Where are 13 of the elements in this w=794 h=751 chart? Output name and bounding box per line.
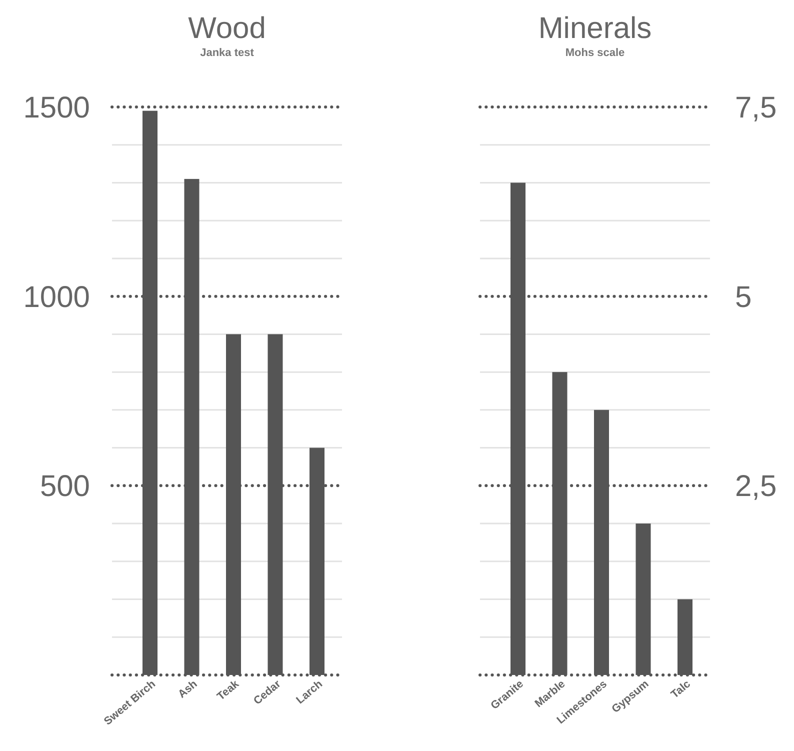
chart-subtitle: Janka test	[200, 47, 254, 59]
x-tick-label: Ash	[176, 678, 200, 701]
chart-title: Minerals	[538, 12, 652, 45]
chart-title: Wood	[188, 12, 266, 45]
x-tick-label: Teak	[215, 678, 242, 703]
x-tick-label: Talc	[668, 678, 693, 701]
chart-subtitle: Mohs scale	[565, 47, 625, 59]
y2-tick-label: 5	[735, 280, 752, 314]
y-tick-label: 1000	[23, 280, 90, 314]
y2-tick-label: 7,5	[735, 92, 777, 124]
y-tick-label: 1500	[23, 92, 90, 124]
y2-tick-label: 2,5	[735, 470, 777, 504]
y-tick-label: 500	[40, 470, 90, 504]
